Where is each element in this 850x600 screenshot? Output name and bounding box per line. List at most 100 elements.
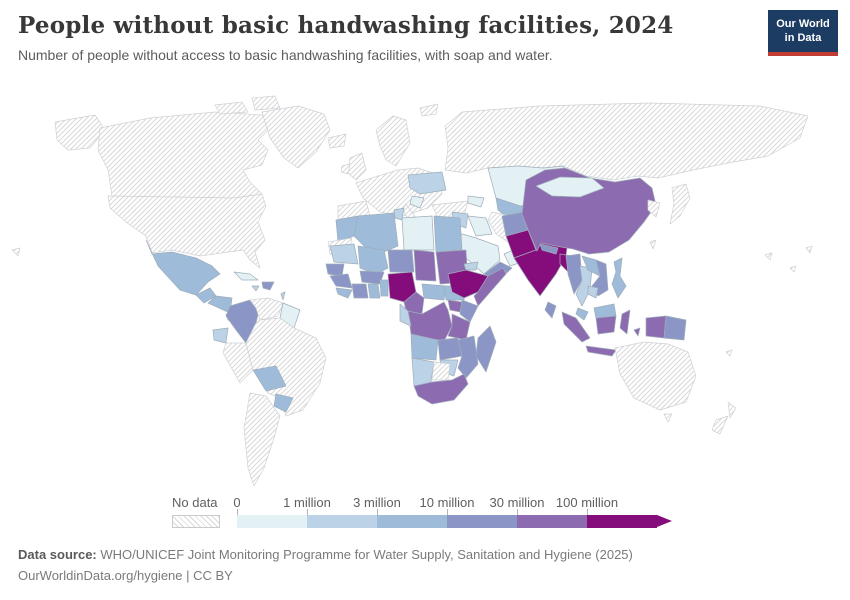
- country-chad[interactable]: [413, 249, 437, 282]
- country-fiji[interactable]: [725, 349, 733, 357]
- country-mexico[interactable]: [145, 239, 221, 296]
- country-philippines[interactable]: [611, 257, 627, 299]
- country-nepal[interactable]: [539, 243, 559, 255]
- country-ukraine[interactable]: [407, 171, 447, 195]
- country-benin-togo[interactable]: [379, 279, 389, 297]
- country-eritrea[interactable]: [463, 261, 479, 271]
- legend-bin-swatch-5[interactable]: [587, 515, 657, 528]
- data-source-text: WHO/UNICEF Joint Monitoring Programme fo…: [96, 547, 633, 562]
- data-source-label: Data source:: [18, 547, 97, 562]
- owid-logo[interactable]: Our World in Data: [768, 10, 838, 56]
- country-senegal[interactable]: [325, 263, 345, 277]
- country-jamaica[interactable]: [251, 285, 260, 292]
- country-paraguay[interactable]: [273, 393, 294, 413]
- country-ireland[interactable]: [340, 163, 351, 175]
- country-hawaii[interactable]: [11, 247, 21, 257]
- country-balkans[interactable]: [409, 195, 425, 209]
- legend-bin-label-2: 3 million: [353, 495, 401, 510]
- country-malaysia[interactable]: [575, 307, 589, 321]
- legend-arrow: [657, 515, 672, 527]
- legend-tick-3: [447, 509, 448, 515]
- country-sulawesi[interactable]: [619, 309, 631, 335]
- country-cambodia[interactable]: [587, 285, 599, 299]
- country-korea[interactable]: [647, 199, 661, 218]
- country-pacific-islands-1[interactable]: [764, 252, 773, 261]
- legend-bin-swatch-2[interactable]: [377, 515, 447, 528]
- country-brazil[interactable]: [245, 317, 327, 417]
- country-uganda[interactable]: [447, 299, 463, 313]
- legend-tick-4: [517, 509, 518, 515]
- country-japan[interactable]: [669, 183, 691, 225]
- country-vietnam[interactable]: [591, 259, 609, 297]
- country-botswana[interactable]: [431, 361, 451, 381]
- country-iceland[interactable]: [327, 133, 347, 149]
- country-maluku[interactable]: [633, 327, 641, 337]
- legend-bin-swatch-0[interactable]: [237, 515, 307, 528]
- country-west-papua[interactable]: [645, 315, 667, 339]
- country-svalbard[interactable]: [419, 103, 439, 117]
- country-scandinavia[interactable]: [375, 115, 411, 167]
- country-argentina-chile[interactable]: [243, 392, 281, 487]
- country-egypt[interactable]: [433, 215, 463, 253]
- country-caucasus[interactable]: [467, 195, 485, 208]
- legend-bin-swatch-4[interactable]: [517, 515, 587, 528]
- country-madagascar[interactable]: [475, 325, 497, 373]
- country-borneo-malaysia[interactable]: [593, 303, 617, 319]
- country-usa[interactable]: [107, 193, 267, 269]
- country-bolivia[interactable]: [252, 365, 287, 392]
- country-ivory-coast[interactable]: [351, 283, 369, 299]
- country-mongolia[interactable]: [535, 176, 605, 198]
- country-uk[interactable]: [347, 152, 367, 181]
- country-morocco[interactable]: [335, 215, 359, 243]
- country-lesser-antilles[interactable]: [280, 291, 286, 301]
- country-alaska[interactable]: [54, 114, 106, 151]
- owid-hygiene-link[interactable]: OurWorldinData.org/hygiene: [18, 568, 183, 584]
- country-new-zealand-north[interactable]: [727, 401, 737, 419]
- legend-tick-2: [377, 509, 378, 515]
- country-libya[interactable]: [401, 215, 435, 251]
- country-taiwan[interactable]: [649, 239, 657, 250]
- country-java[interactable]: [585, 345, 617, 357]
- country-new-zealand-south[interactable]: [711, 415, 729, 435]
- country-pacific-islands-3[interactable]: [805, 245, 813, 254]
- country-myanmar[interactable]: [565, 253, 583, 295]
- country-sierra-leone-liberia[interactable]: [335, 287, 353, 299]
- country-cuba[interactable]: [233, 271, 259, 281]
- country-congo-gabon[interactable]: [399, 303, 412, 327]
- country-algeria[interactable]: [353, 212, 399, 257]
- country-south-africa[interactable]: [413, 373, 469, 405]
- country-australia[interactable]: [614, 341, 697, 411]
- citation-line: OurWorldinData.org/hygiene | CC BY: [18, 565, 818, 586]
- chart-header: People without basic handwashing facilit…: [18, 12, 758, 63]
- country-mali[interactable]: [357, 245, 389, 275]
- country-borneo-indonesia[interactable]: [595, 315, 617, 335]
- country-arctic-islands-1[interactable]: [214, 101, 249, 115]
- country-guinea[interactable]: [329, 273, 353, 289]
- country-hispaniola[interactable]: [261, 281, 275, 291]
- legend-bin-label-0: 0: [233, 495, 241, 510]
- legend-bin-swatch-1[interactable]: [307, 515, 377, 528]
- country-iraq[interactable]: [467, 215, 493, 237]
- legend-no-data-swatch[interactable]: [172, 515, 220, 528]
- country-ghana[interactable]: [367, 283, 381, 299]
- country-arctic-islands-2[interactable]: [251, 95, 281, 111]
- country-malawi-mozambique[interactable]: [457, 335, 479, 379]
- country-ecuador[interactable]: [212, 327, 229, 344]
- country-papua-new-guinea[interactable]: [663, 315, 687, 341]
- country-canada[interactable]: [97, 111, 271, 199]
- country-greenland[interactable]: [261, 105, 331, 169]
- country-sumatra[interactable]: [561, 311, 591, 343]
- country-niger[interactable]: [387, 249, 415, 273]
- country-peru[interactable]: [222, 342, 254, 384]
- country-venezuela[interactable]: [249, 297, 284, 321]
- legend-bin-swatch-3[interactable]: [447, 515, 517, 528]
- country-mauritania[interactable]: [329, 243, 359, 265]
- country-angola[interactable]: [410, 333, 439, 361]
- country-pacific-islands-2[interactable]: [789, 265, 797, 273]
- country-central-african-republic[interactable]: [421, 283, 447, 301]
- country-tasmania[interactable]: [663, 413, 673, 423]
- country-sri-lanka[interactable]: [544, 301, 557, 319]
- legend-bin-label-4: 30 million: [489, 495, 545, 510]
